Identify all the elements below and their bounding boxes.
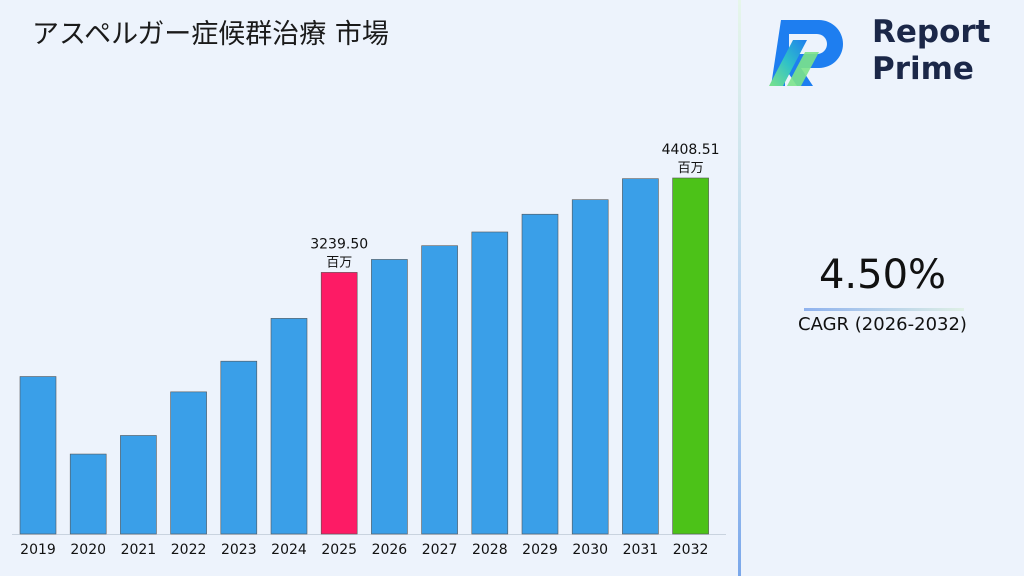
bar-2032 (672, 177, 709, 535)
panel-divider (738, 0, 741, 576)
x-tick-label-2020: 2020 (70, 542, 106, 558)
x-tick-label-2031: 2031 (623, 542, 659, 558)
bar-2029 (521, 213, 559, 535)
x-tick-label-2030: 2030 (572, 542, 608, 558)
chart-panel: アスペルガー症候群治療 市場 2019 2020 2021 2022 2023 2024 2… (12, 19, 726, 558)
x-tick-label-2027: 2027 (422, 542, 458, 558)
bar-2021 (120, 435, 157, 535)
x-tick-label-2032: 2032 (673, 542, 709, 558)
logo-text: Report Prime (872, 14, 991, 88)
chart-title: アスペルガー症候群治療 市場 (32, 19, 389, 50)
x-tick-label-2026: 2026 (372, 542, 408, 558)
bar-2023 (220, 360, 258, 535)
x-tick-label-2022: 2022 (171, 542, 207, 558)
logo-line-report: Report (872, 14, 991, 50)
data-label-value-2032: 4408.51 (662, 142, 720, 158)
logo-mark-icon (769, 20, 843, 86)
bar-2019 (19, 376, 57, 535)
report-prime-logo[interactable]: Report Prime (767, 14, 1007, 90)
data-label-value-2025: 3239.50 (310, 236, 368, 252)
cagr-label: CAGR (2026-2032) (798, 314, 967, 335)
x-tick-label-2019: 2019 (20, 542, 56, 558)
logo-line-prime: Prime (872, 51, 974, 87)
side-panel: Report Prime 4.50% CAGR (2026-2032) (741, 0, 1024, 576)
x-tick-label-2029: 2029 (522, 542, 558, 558)
x-tick-label-2024: 2024 (271, 542, 307, 558)
bar-chart: 2019 2020 2021 2022 2023 2024 2025 2026 2027 2028… (12, 142, 726, 558)
bar-2027 (421, 245, 458, 535)
x-tick-label-2023: 2023 (221, 542, 257, 558)
bar-2024 (270, 318, 308, 535)
x-tick-label-2025: 2025 (321, 542, 357, 558)
bar-2031 (622, 178, 659, 535)
cagr-value: 4.50% (818, 252, 947, 298)
bar-2026 (371, 259, 408, 535)
bar-2020 (69, 453, 107, 535)
cagr-underline (804, 308, 964, 311)
bar-2030 (571, 199, 609, 535)
x-tick-label-2028: 2028 (472, 542, 508, 558)
data-label-unit-2032: 百万 (678, 161, 704, 176)
bar-2028 (471, 231, 509, 535)
bar-2022 (170, 391, 207, 535)
x-tick-label-2021: 2021 (121, 542, 157, 558)
bar-2025 (320, 272, 358, 535)
data-label-unit-2025: 百万 (326, 255, 352, 270)
